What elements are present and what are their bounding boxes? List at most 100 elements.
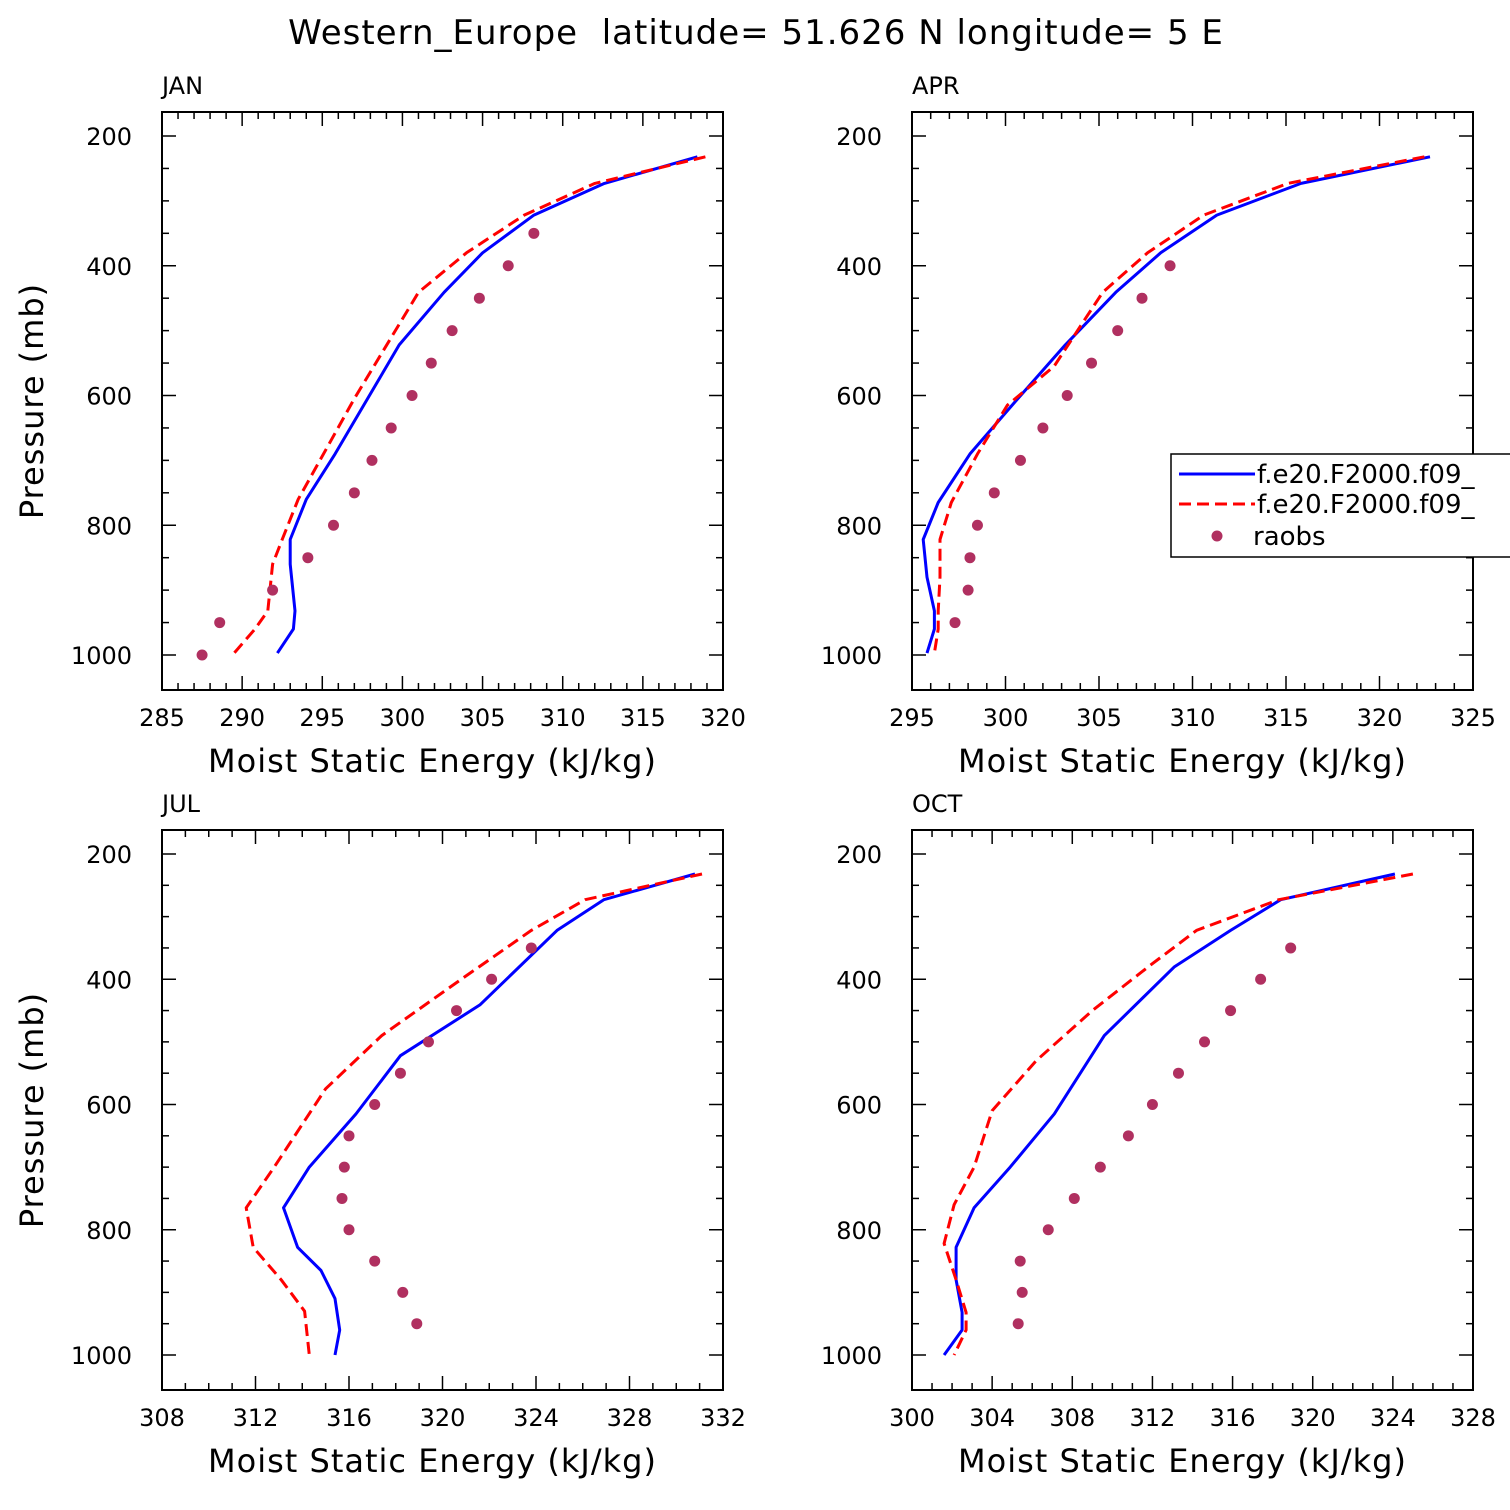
panel-jul-raobs-point — [486, 973, 498, 985]
panel-jan-frame — [161, 111, 724, 691]
panel-jul-raobs-point — [338, 1161, 350, 1173]
panel-oct-xtick-label: 304 — [969, 1404, 1015, 1432]
panel-jul-xtick-label: 332 — [700, 1404, 746, 1432]
panel-oct-xtick-label: 312 — [1130, 1404, 1176, 1432]
panel-apr-raobs-point — [949, 617, 961, 629]
panel-jan-raobs-point — [302, 552, 314, 564]
panel-apr-raobs-point — [962, 584, 974, 596]
panel-oct-xlabel: Moist Static Energy (kJ/kg) — [958, 1442, 1407, 1480]
panel-oct-label: OCT — [912, 790, 963, 818]
panel-oct-raobs-point — [1042, 1224, 1054, 1236]
panel-jul-ytick-label: 400 — [86, 966, 132, 994]
panel-oct-ytick-label: 800 — [836, 1217, 882, 1245]
panel-jul-raobs-point — [451, 1005, 463, 1017]
panel-oct-xtick-label: 308 — [1049, 1404, 1095, 1432]
panel-jan-raobs-point — [328, 519, 340, 531]
panel-jul-series-1-line — [282, 872, 696, 1356]
panel-oct-raobs-point — [1225, 1005, 1237, 1017]
panel-jul-raobs-point — [397, 1286, 409, 1298]
panel-oct-raobs-point — [1016, 1286, 1028, 1298]
panel-jul-xtick-label: 320 — [420, 1404, 466, 1432]
panel-apr-ytick-label: 200 — [836, 123, 882, 151]
panel-jan-raobs-point — [214, 617, 226, 629]
panel-jan: 285 290 295 300 305 310 315 320 200 400 600 800 1000… — [13, 72, 746, 780]
panel-jan-xtick-label: 290 — [219, 704, 265, 732]
panel-jan-series-2-line — [231, 155, 706, 656]
panel-oct-xtick-label: 324 — [1370, 1404, 1416, 1432]
panel-apr-series-2-line — [932, 155, 1425, 654]
panel-jan-raobs-point — [406, 390, 418, 401]
legend-label-raobs: raobs — [1253, 522, 1326, 552]
legend-marker-raobs — [1211, 530, 1223, 542]
panel-apr-raobs-point — [971, 519, 983, 531]
panel-apr-ytick-label: 800 — [836, 512, 882, 540]
panel-apr-raobs-point — [1164, 260, 1176, 272]
panel-oct-raobs-point — [1014, 1255, 1026, 1267]
panel-apr-raobs-point — [1136, 292, 1148, 304]
panel-oct-raobs-point — [1068, 1192, 1080, 1204]
panel-oct-raobs-point — [1172, 1067, 1184, 1079]
panel-apr-ytick-label: 600 — [836, 383, 882, 411]
panel-jul-ytick-label: 1000 — [71, 1342, 132, 1370]
panel-oct-raobs-point — [1122, 1130, 1134, 1142]
legend-label-model-1: f.e20.F2000.f09_ — [1257, 460, 1475, 490]
panel-apr-raobs-point — [1037, 422, 1049, 434]
panel-apr-xtick-label: 320 — [1357, 704, 1403, 732]
panel-apr-raobs-point — [1086, 357, 1098, 369]
panel-apr-ytick-label: 400 — [836, 253, 882, 281]
panel-jul-raobs-point — [369, 1255, 381, 1267]
panel-oct-ytick-label: 1000 — [821, 1342, 882, 1370]
panel-jul-xtick-label: 324 — [513, 1404, 559, 1432]
panel-oct: 300 304 308 312 316 320 324 328 200 400 600 800 1000… — [821, 790, 1496, 1480]
panel-jan-raobs-point — [366, 454, 378, 466]
panel-oct-raobs-point — [1146, 1099, 1158, 1110]
panel-jan-ytick-label: 400 — [86, 253, 132, 281]
panel-jan-raobs-point — [425, 357, 437, 369]
panel-jan-raobs-point — [502, 260, 514, 272]
panel-oct-series-1-line — [942, 872, 1396, 1356]
panel-jul-ytick-label: 600 — [86, 1092, 132, 1120]
panel-apr-xtick-label: 325 — [1450, 704, 1496, 732]
panels: 285 290 295 300 305 310 315 320 200 400 600 800 1000… — [13, 72, 1496, 1480]
panel-jul-raobs-point — [343, 1224, 355, 1236]
legend-label-model-2: f.e20.F2000.f09_ — [1257, 490, 1475, 520]
panel-apr-raobs-point — [1014, 454, 1026, 466]
panel-jul-ylabel: Pressure (mb) — [13, 992, 51, 1228]
panel-jan-xtick-label: 300 — [380, 704, 426, 732]
panel-jan-raobs-point — [473, 292, 485, 304]
panel-apr: 295 300 305 310 315 320 325 200 400 600 800 1000 APR… — [821, 72, 1496, 780]
panel-jan-ylabel: Pressure (mb) — [13, 283, 51, 519]
panel-oct-xtick-label: 328 — [1450, 1404, 1496, 1432]
panel-jul-raobs-point — [369, 1099, 381, 1110]
panel-oct-raobs-point — [1199, 1036, 1211, 1048]
panel-jul-raobs-point — [394, 1067, 406, 1079]
panel-oct-frame — [911, 829, 1474, 1391]
panel-jan-xlabel: Moist Static Energy (kJ/kg) — [208, 742, 657, 780]
panel-jan-xtick-label: 295 — [299, 704, 345, 732]
panel-jan-xtick-label: 285 — [139, 704, 185, 732]
panel-jul-series-2-line — [244, 872, 703, 1356]
panel-apr-xlabel: Moist Static Energy (kJ/kg) — [958, 742, 1407, 780]
panel-jul-frame — [161, 829, 724, 1391]
panel-jul-ytick-label: 800 — [86, 1217, 132, 1245]
figure-title: Western_Europe latitude= 51.626 N longit… — [288, 13, 1224, 53]
panel-oct-ytick-label: 400 — [836, 966, 882, 994]
panel-jul-label: JUL — [160, 790, 201, 818]
panel-jan-ytick-label: 800 — [86, 512, 132, 540]
panel-jul-raobs-point — [411, 1318, 423, 1330]
panel-apr-raobs-point — [964, 552, 976, 564]
panel-oct-xtick-label: 300 — [889, 1404, 935, 1432]
panel-apr-xtick-label: 315 — [1263, 704, 1309, 732]
panel-oct-ytick-label: 600 — [836, 1092, 882, 1120]
panel-apr-raobs-point — [988, 487, 1000, 499]
panel-jan-raobs-point — [528, 227, 540, 239]
panel-apr-xtick-label: 295 — [889, 704, 935, 732]
panel-jan-xtick-label: 320 — [700, 704, 746, 732]
panel-oct-xtick-label: 320 — [1290, 1404, 1336, 1432]
panel-jul-xtick-label: 312 — [233, 1404, 279, 1432]
panel-jan-xtick-label: 305 — [460, 704, 506, 732]
panel-jan-xtick-label: 315 — [620, 704, 666, 732]
panel-jul-raobs-point — [525, 942, 537, 954]
legend-box — [1170, 453, 1510, 558]
